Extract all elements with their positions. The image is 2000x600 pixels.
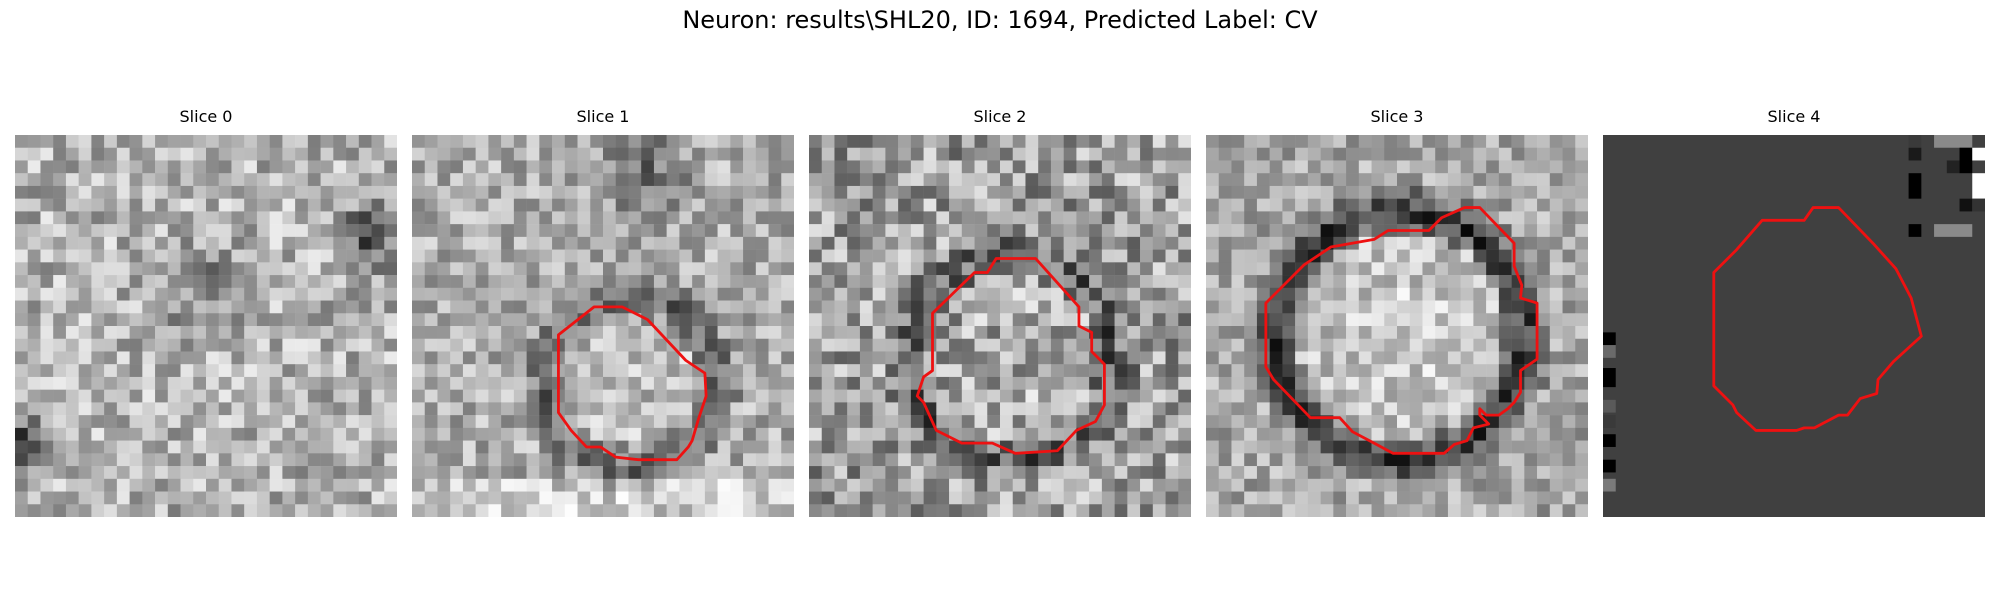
slice-pixels-1 (412, 135, 794, 517)
segmentation-contour-2 (915, 257, 1106, 455)
slice-title-4: Slice 4 (1767, 107, 1821, 126)
slice-title-0: Slice 0 (179, 107, 233, 126)
slice-pixels-0 (15, 135, 397, 517)
slice-pixels-3 (1206, 135, 1588, 517)
figure-title: Neuron: results\SHL20, ID: 1694, Predict… (682, 6, 1318, 34)
slice-background-4 (1603, 135, 1985, 517)
slice-title-2: Slice 2 (973, 107, 1027, 126)
slice-image-1 (412, 135, 794, 517)
slice-title-1: Slice 1 (576, 107, 630, 126)
segmentation-contour-3 (1264, 206, 1539, 455)
segmentation-contour-1 (557, 305, 708, 462)
slice-artifacts-4 (1603, 135, 1985, 492)
slice-pixels-2 (809, 135, 1191, 517)
slice-title-3: Slice 3 (1370, 107, 1424, 126)
slice-image-0 (15, 135, 397, 517)
segmentation-contour-4 (1712, 206, 1923, 432)
slice-image-2 (809, 135, 1191, 517)
slice-image-3 (1206, 135, 1588, 517)
slice-image-4 (1603, 135, 1985, 517)
